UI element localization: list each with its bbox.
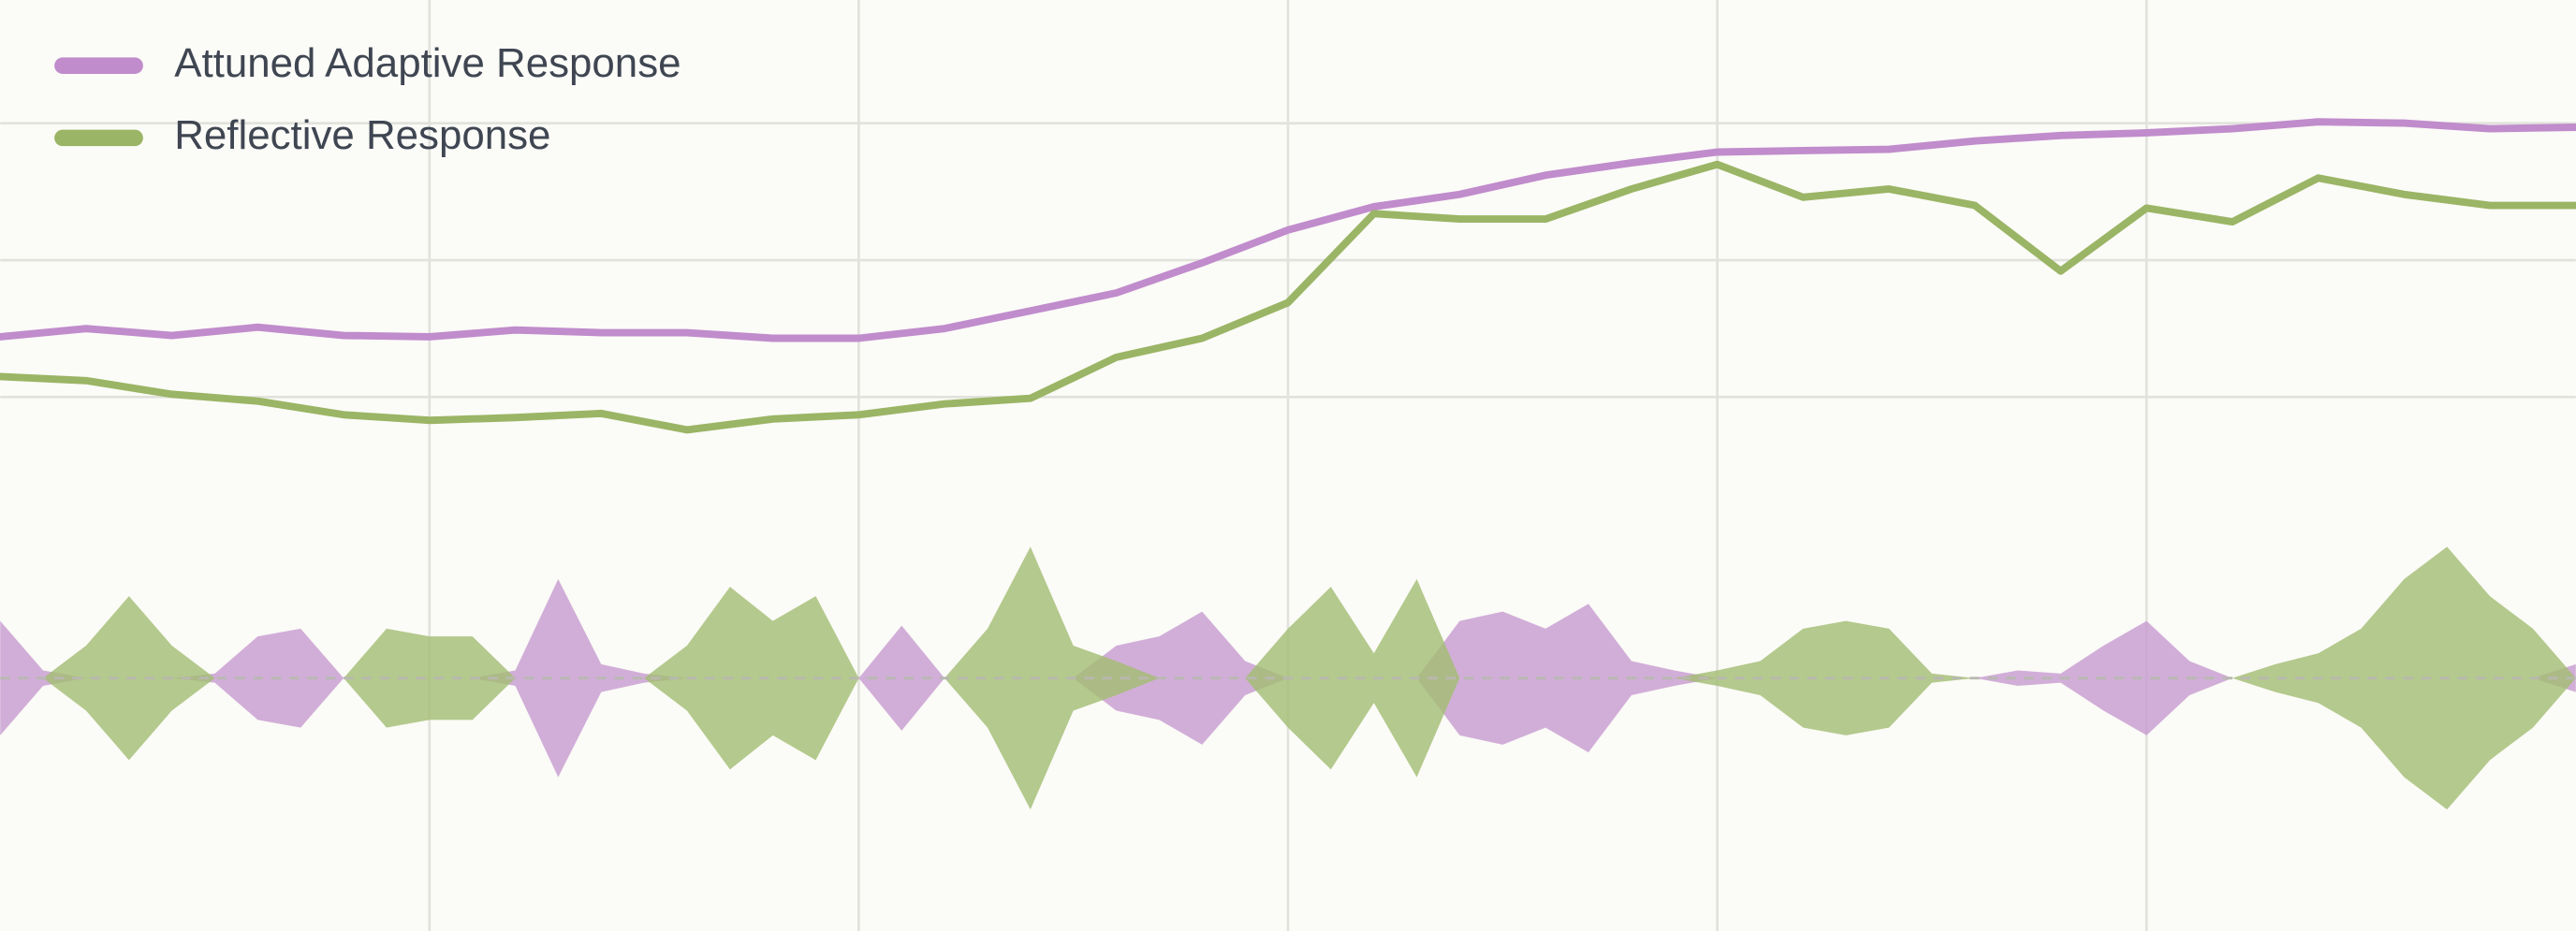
legend-label[interactable]: Attuned Adaptive Response bbox=[174, 40, 681, 86]
series-line bbox=[0, 160, 2576, 434]
legend-label[interactable]: Reflective Response bbox=[174, 112, 550, 158]
series-line bbox=[0, 118, 2576, 342]
legend[interactable]: Attuned Adaptive Response Reflective Resp… bbox=[54, 40, 681, 158]
lines bbox=[0, 118, 2576, 434]
